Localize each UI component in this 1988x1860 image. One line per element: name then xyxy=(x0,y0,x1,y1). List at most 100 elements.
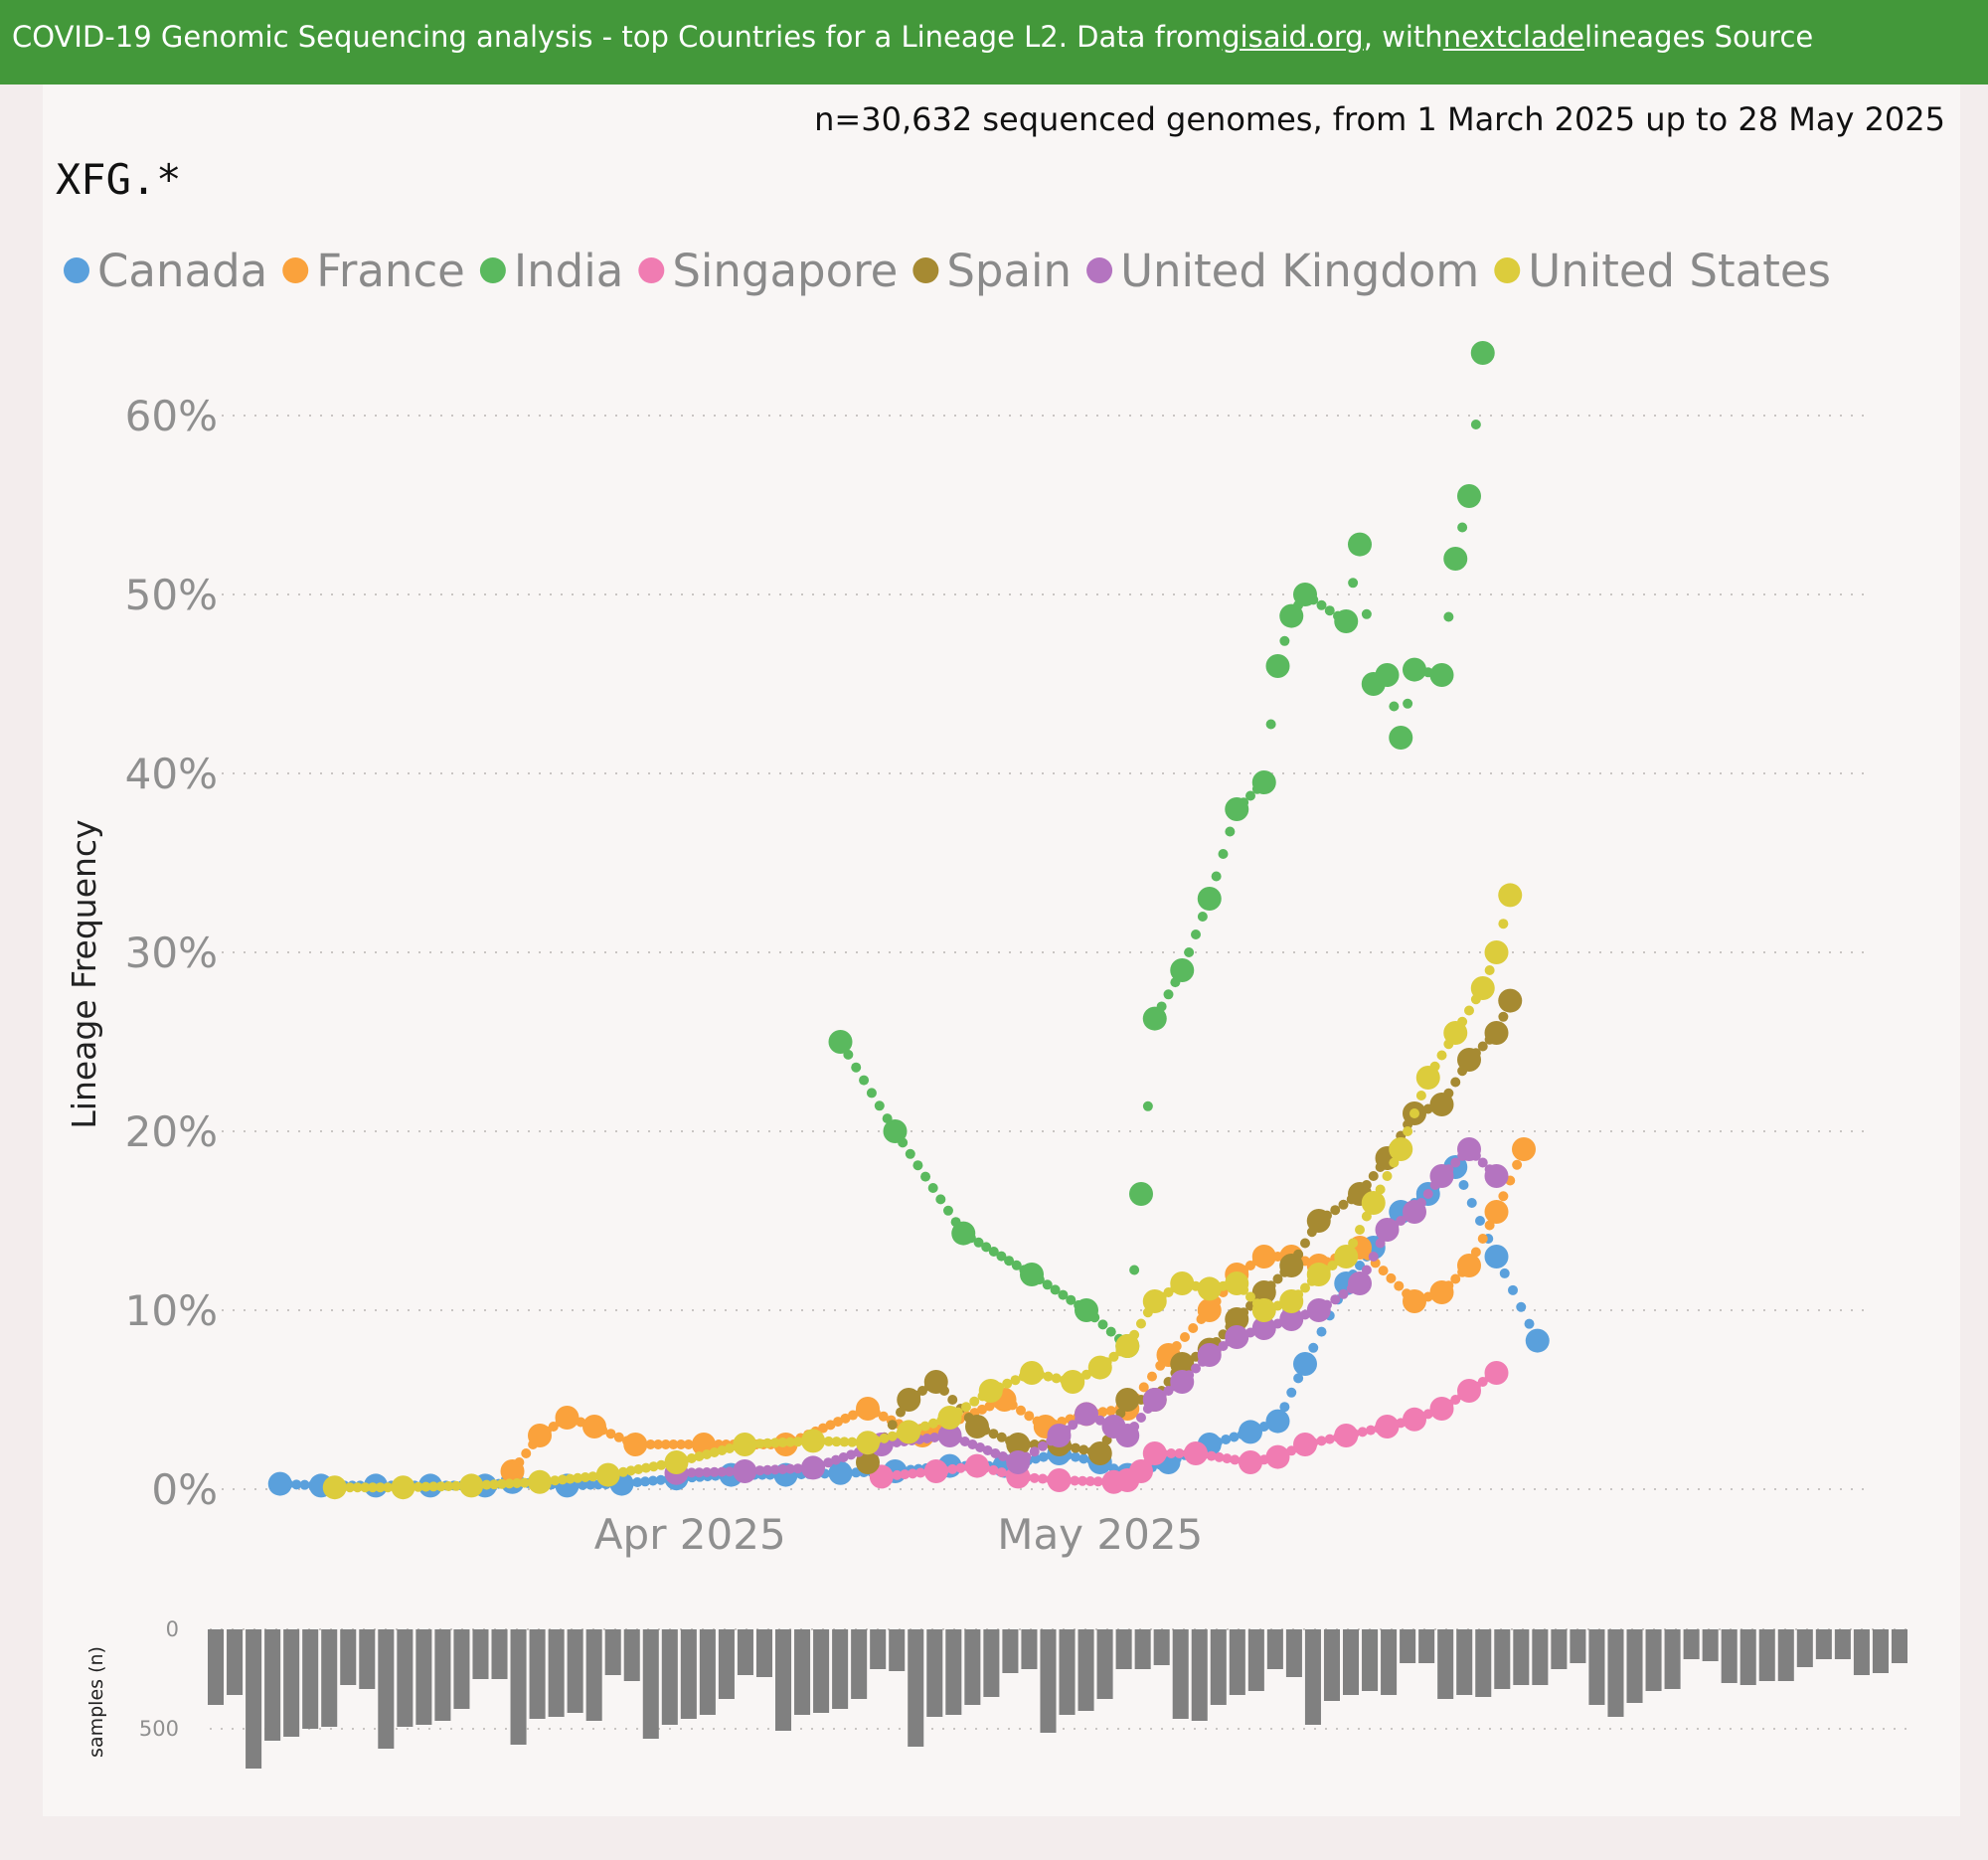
samples-bar[interactable] xyxy=(491,1629,508,1679)
data-point-united-kingdom[interactable] xyxy=(1006,1450,1031,1474)
samples-bar[interactable] xyxy=(945,1629,962,1715)
data-point-spain[interactable] xyxy=(1251,1280,1276,1304)
samples-bar[interactable] xyxy=(283,1629,300,1737)
data-point-united-states[interactable] xyxy=(1306,1263,1331,1286)
data-point-france[interactable] xyxy=(1429,1280,1454,1304)
samples-bar[interactable] xyxy=(661,1629,678,1725)
data-point-united-kingdom[interactable] xyxy=(1251,1316,1276,1340)
data-point-singapore[interactable] xyxy=(965,1453,989,1478)
data-point-india[interactable] xyxy=(1225,797,1249,821)
samples-bar[interactable] xyxy=(567,1629,583,1713)
data-point-france[interactable] xyxy=(582,1415,606,1438)
data-point-united-states[interactable] xyxy=(1470,976,1495,1000)
data-point-india[interactable] xyxy=(1457,484,1481,508)
samples-bar[interactable] xyxy=(623,1629,640,1681)
data-point-france[interactable] xyxy=(555,1406,580,1430)
samples-bar[interactable] xyxy=(1740,1629,1756,1685)
samples-bar[interactable] xyxy=(1872,1629,1889,1673)
data-point-canada[interactable] xyxy=(1265,1409,1290,1434)
data-point-singapore[interactable] xyxy=(1239,1450,1262,1474)
data-point-spain[interactable] xyxy=(923,1370,948,1394)
samples-bar[interactable] xyxy=(1172,1629,1189,1719)
samples-bar[interactable] xyxy=(680,1629,697,1719)
data-point-united-states[interactable] xyxy=(1484,940,1509,964)
data-point-singapore[interactable] xyxy=(923,1459,948,1483)
data-point-united-kingdom[interactable] xyxy=(1457,1137,1481,1161)
samples-bar[interactable] xyxy=(529,1629,546,1719)
samples-bar[interactable] xyxy=(510,1629,527,1745)
samples-bar[interactable] xyxy=(1834,1629,1851,1659)
samples-bar[interactable] xyxy=(1702,1629,1719,1661)
data-point-france[interactable] xyxy=(1251,1245,1276,1268)
samples-bar[interactable] xyxy=(604,1629,621,1675)
samples-bar[interactable] xyxy=(1002,1629,1019,1673)
samples-bar[interactable] xyxy=(1532,1629,1549,1685)
samples-bar[interactable] xyxy=(1134,1629,1151,1669)
samples-bar[interactable] xyxy=(889,1629,906,1671)
samples-bar[interactable] xyxy=(1153,1629,1170,1665)
data-point-france[interactable] xyxy=(528,1424,552,1447)
samples-bar[interactable] xyxy=(1513,1629,1530,1685)
samples-bar[interactable] xyxy=(1247,1629,1264,1691)
samples-bar[interactable] xyxy=(434,1629,451,1721)
samples-bar[interactable] xyxy=(870,1629,887,1669)
samples-bar[interactable] xyxy=(926,1629,943,1717)
data-point-india[interactable] xyxy=(1389,726,1413,750)
samples-bar[interactable] xyxy=(737,1629,753,1675)
samples-bar[interactable] xyxy=(1721,1629,1738,1683)
samples-bar[interactable] xyxy=(1664,1629,1681,1689)
samples-bar[interactable] xyxy=(548,1629,565,1717)
data-point-singapore[interactable] xyxy=(1293,1433,1317,1456)
data-point-spain[interactable] xyxy=(1306,1209,1331,1233)
data-point-spain[interactable] xyxy=(1429,1093,1454,1116)
data-point-united-states[interactable] xyxy=(459,1473,484,1498)
data-point-india[interactable] xyxy=(828,1030,853,1054)
legend-label-canada[interactable]: Canada xyxy=(97,245,267,297)
samples-bar[interactable] xyxy=(472,1629,489,1679)
samples-bar[interactable] xyxy=(1323,1629,1340,1701)
samples-bar[interactable] xyxy=(321,1629,338,1727)
samples-bar[interactable] xyxy=(1777,1629,1794,1681)
data-point-france[interactable] xyxy=(1197,1298,1222,1322)
data-point-spain[interactable] xyxy=(965,1415,989,1438)
samples-bar[interactable] xyxy=(1266,1629,1283,1669)
data-point-united-states[interactable] xyxy=(1170,1271,1195,1295)
data-point-united-kingdom[interactable] xyxy=(1142,1388,1167,1412)
data-point-canada[interactable] xyxy=(1239,1420,1262,1444)
data-point-united-kingdom[interactable] xyxy=(1225,1325,1249,1349)
samples-bar[interactable] xyxy=(1494,1629,1511,1689)
samples-bar[interactable] xyxy=(1588,1629,1605,1705)
samples-bar[interactable] xyxy=(1040,1629,1057,1733)
data-point-united-states[interactable] xyxy=(664,1450,689,1474)
data-point-united-states[interactable] xyxy=(1251,1298,1276,1322)
data-point-canada[interactable] xyxy=(1293,1352,1317,1376)
data-point-india[interactable] xyxy=(1429,663,1454,687)
data-point-india[interactable] xyxy=(1403,657,1426,682)
samples-bar[interactable] xyxy=(964,1629,981,1705)
samples-bar[interactable] xyxy=(1891,1629,1907,1663)
data-point-united-states[interactable] xyxy=(1197,1276,1222,1301)
data-point-united-states[interactable] xyxy=(595,1462,620,1487)
samples-bar[interactable] xyxy=(832,1629,849,1709)
data-point-spain[interactable] xyxy=(856,1450,880,1474)
data-point-spain[interactable] xyxy=(1087,1441,1112,1465)
data-point-united-kingdom[interactable] xyxy=(1306,1298,1331,1322)
samples-bar[interactable] xyxy=(1096,1629,1113,1699)
data-point-india[interactable] xyxy=(1279,603,1304,628)
data-point-france[interactable] xyxy=(623,1433,648,1456)
samples-bar[interactable] xyxy=(1210,1629,1227,1705)
data-point-united-kingdom[interactable] xyxy=(1375,1218,1400,1242)
data-point-united-kingdom[interactable] xyxy=(1403,1200,1426,1224)
samples-bar[interactable] xyxy=(415,1629,432,1725)
samples-bar[interactable] xyxy=(585,1629,602,1721)
data-point-united-states[interactable] xyxy=(1361,1191,1386,1215)
data-point-united-states[interactable] xyxy=(1115,1334,1140,1358)
data-point-india[interactable] xyxy=(1142,1006,1167,1031)
data-point-united-states[interactable] xyxy=(733,1433,757,1456)
samples-bar[interactable] xyxy=(1304,1629,1321,1725)
data-point-united-states[interactable] xyxy=(897,1420,921,1444)
samples-bar[interactable] xyxy=(1437,1629,1454,1699)
legend-label-united-kingdom[interactable]: United Kingdom xyxy=(1120,245,1479,297)
data-point-spain[interactable] xyxy=(897,1388,921,1412)
samples-bar[interactable] xyxy=(813,1629,830,1713)
